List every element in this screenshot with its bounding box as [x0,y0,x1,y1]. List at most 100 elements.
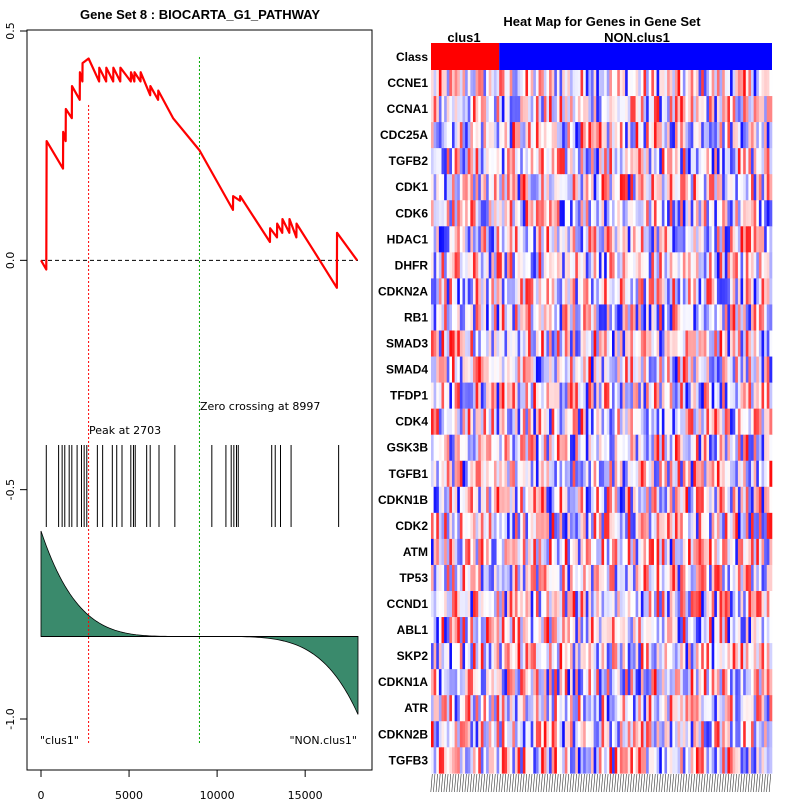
heatmap-cell [470,330,474,357]
heatmap-cell [667,408,670,435]
heatmap-cell [572,148,576,175]
heatmap-cell [758,330,762,357]
heatmap-cell [556,96,560,123]
heatmap-cell [737,122,741,149]
heatmap-cell [431,747,434,774]
heatmap-cell [580,330,584,357]
heatmap-cell [551,70,555,97]
heatmap-cell [640,70,644,97]
heatmap-cell [609,252,613,279]
heatmap-cell [446,486,450,514]
heatmap-cell [446,721,450,748]
heatmap-cell [433,278,437,305]
heatmap-cell [743,591,747,618]
heatmap-cell [769,382,773,409]
heatmap-cell [546,330,550,357]
heatmap-cell [677,304,681,331]
heatmap-cell [486,669,489,696]
heatmap-cell [601,434,605,462]
heatmap-cell [648,721,652,748]
heatmap-cell [740,174,744,201]
heatmap-cell [722,591,726,618]
heatmap-cell [475,356,479,383]
heatmap-cell [688,356,691,383]
heatmap-cell [522,382,526,409]
heatmap-cell [509,96,513,123]
heatmap-cell [501,643,505,670]
heatmap-cell [656,538,660,566]
heatmap-cell [661,278,665,305]
heatmap-cell [559,122,563,149]
heatmap-cell [604,408,608,435]
heatmap-cell [611,434,615,462]
heatmap-cell [617,721,621,748]
heatmap-cell [703,70,707,97]
heatmap-cell [507,226,510,253]
heatmap-cell [606,200,610,227]
heatmap-cell [732,148,736,175]
heatmap-cell [769,486,773,514]
heatmap-cell [667,96,670,123]
heatmap-cell [559,304,563,331]
heatmap-cell [701,617,705,644]
heatmap-cell [454,408,458,435]
heatmap-cell [528,643,531,670]
heatmap-cell [753,304,757,331]
heatmap-cell [758,200,762,227]
heatmap-cell [661,174,665,201]
heatmap-cell [638,460,642,488]
heatmap-cell [483,721,487,748]
heatmap-cell [722,122,726,149]
heatmap-cell [627,226,631,253]
heatmap-cell [724,408,728,435]
heatmap-cell [651,669,655,696]
heatmap-cell [617,669,621,696]
heatmap-cell [475,669,479,696]
heatmap-cell [583,200,587,227]
heatmap-cell [509,538,513,566]
heatmap-cell [664,200,668,227]
heatmap-cell [719,408,723,435]
heatmap-cell [646,330,650,357]
heatmap-cell [601,148,605,175]
heatmap-cell [546,564,550,592]
heatmap-cell [727,643,731,670]
heatmap-cell [685,148,689,175]
heatmap-cell [743,252,747,279]
heatmap-cell [625,408,629,435]
heatmap-cell [737,512,741,540]
heatmap-cell [659,721,663,748]
heatmap-cell [735,408,739,435]
heatmap-cell [743,747,747,774]
heatmap-row [431,122,773,149]
heatmap-cell [635,174,639,201]
heatmap-cell [672,591,676,618]
heatmap-cell [543,330,547,357]
heatmap-cell [648,747,652,774]
heatmap-cell [651,278,655,305]
heatmap-cell [609,538,613,566]
heatmap-cell [740,122,744,149]
heatmap-cell [546,695,550,722]
heatmap-cell [509,122,513,149]
heatmap-cell [493,96,497,123]
heatmap-cell [596,200,600,227]
heatmap-cell [522,486,526,514]
heatmap-cell [577,278,581,305]
heatmap-cell [680,538,684,566]
heatmap-cell [714,512,718,540]
heatmap-cell [562,434,566,462]
heatmap-cell [724,486,728,514]
heatmap-cell [549,122,552,149]
heatmap-cell [583,747,587,774]
heatmap-cell [617,512,621,540]
heatmap-cell [570,200,573,227]
heatmap-cell [648,252,652,279]
heatmap-cell [648,174,652,201]
heatmap-cell [480,721,484,748]
heatmap-cell [556,330,560,357]
heatmap-cell [486,96,489,123]
heatmap-cell [685,617,689,644]
heatmap-cell [486,721,489,748]
heatmap-cell [664,356,668,383]
